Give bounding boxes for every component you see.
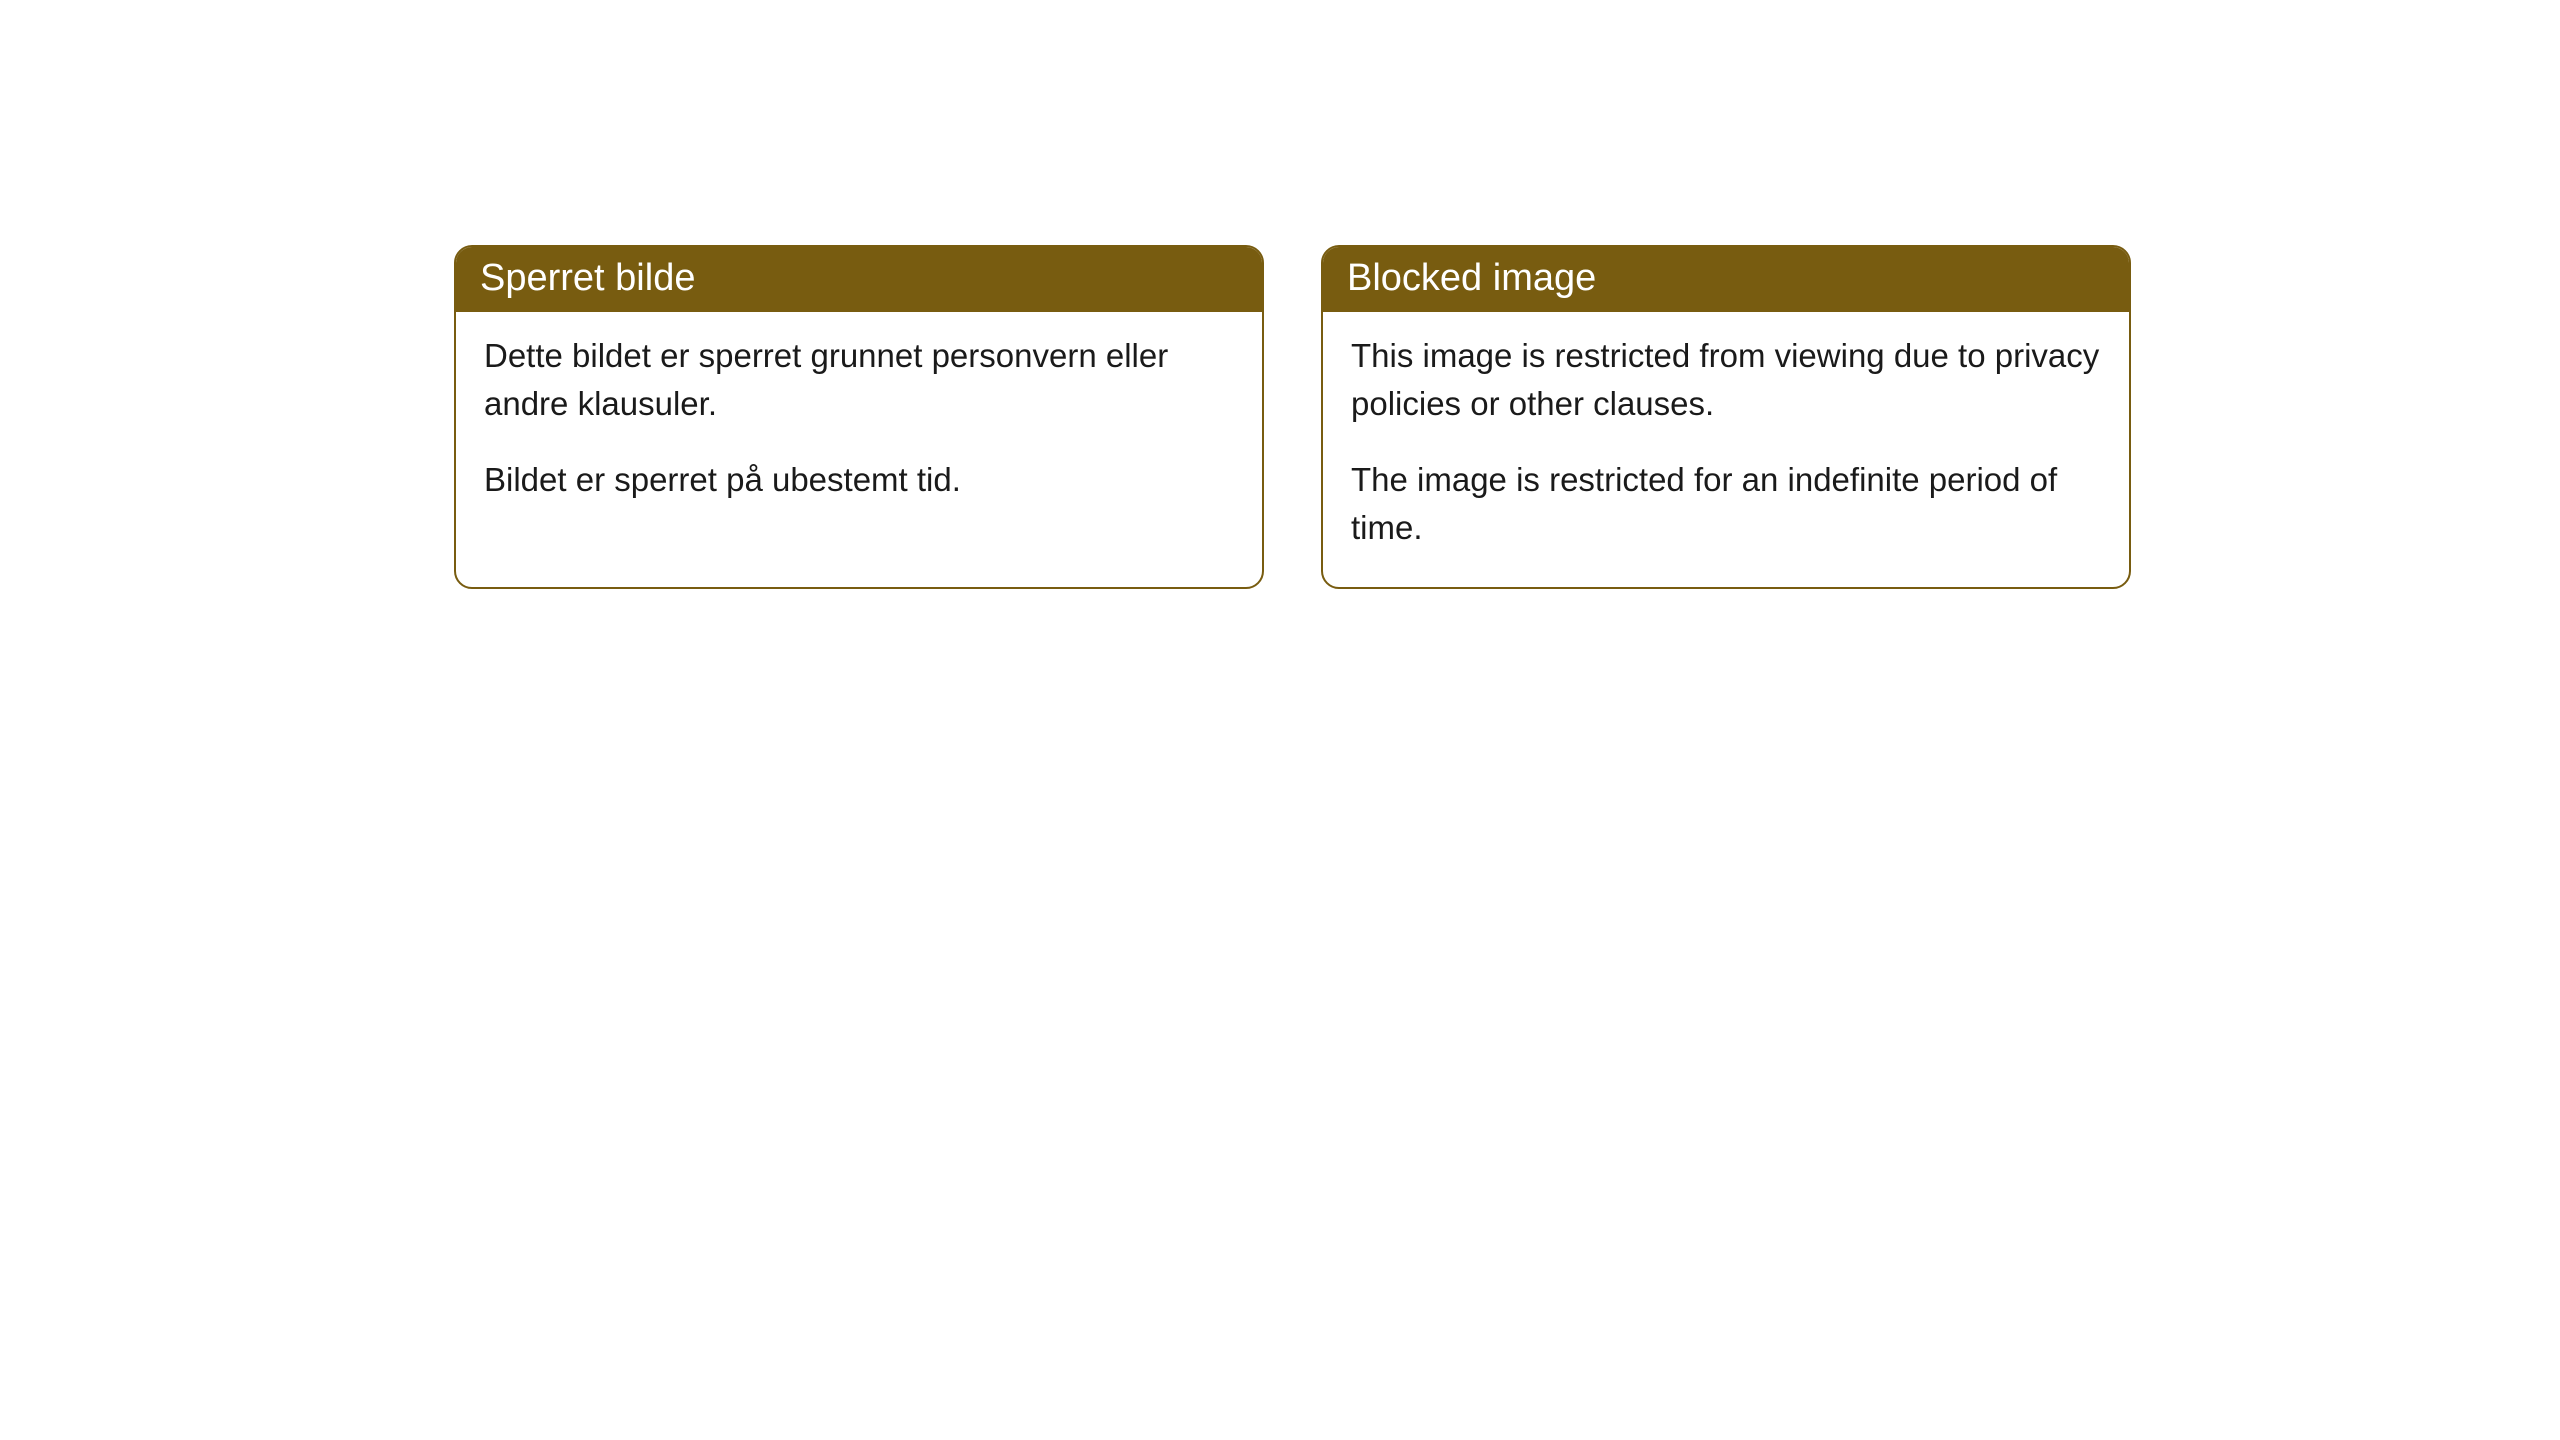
notice-body: This image is restricted from viewing du… xyxy=(1323,312,2129,587)
notice-body: Dette bildet er sperret grunnet personve… xyxy=(456,312,1262,540)
notice-card-english: Blocked image This image is restricted f… xyxy=(1321,245,2131,589)
notice-title: Sperret bilde xyxy=(480,257,695,299)
notice-card-norwegian: Sperret bilde Dette bildet er sperret gr… xyxy=(454,245,1264,589)
notice-header: Sperret bilde xyxy=(456,247,1262,312)
notice-title: Blocked image xyxy=(1347,257,1596,299)
notice-header: Blocked image xyxy=(1323,247,2129,312)
notice-paragraph: This image is restricted from viewing du… xyxy=(1351,332,2101,428)
notice-cards-container: Sperret bilde Dette bildet er sperret gr… xyxy=(454,245,2560,589)
notice-paragraph: The image is restricted for an indefinit… xyxy=(1351,456,2101,552)
notice-paragraph: Bildet er sperret på ubestemt tid. xyxy=(484,456,1234,504)
notice-paragraph: Dette bildet er sperret grunnet personve… xyxy=(484,332,1234,428)
